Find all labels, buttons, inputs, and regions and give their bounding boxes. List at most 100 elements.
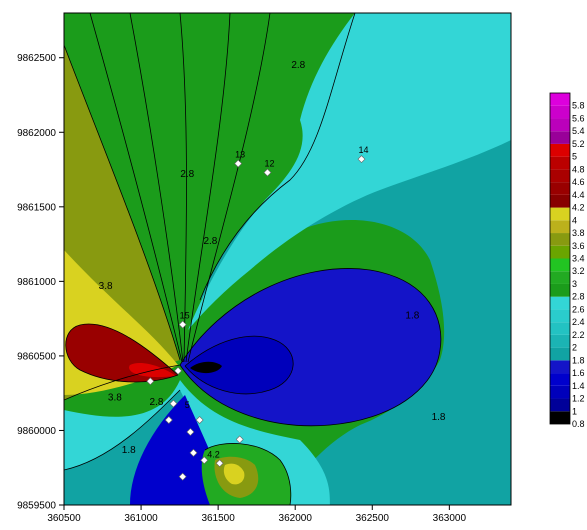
legend-swatch — [550, 245, 570, 259]
legend-swatch — [550, 143, 570, 157]
contour-lines — [64, 13, 442, 505]
legend-swatch — [550, 118, 570, 132]
legend-level-label: 5.8 — [572, 101, 585, 111]
legend-swatch — [550, 271, 570, 284]
sample-point-marker — [146, 377, 155, 386]
x-tick-label: 362500 — [356, 513, 390, 524]
y-tick-label: 9860000 — [17, 426, 56, 437]
sample-point-marker — [174, 366, 182, 375]
legend-level-label: 4.2 — [572, 203, 585, 213]
contour-region-4-south — [223, 463, 245, 485]
legend-swatch — [550, 322, 570, 335]
contour-region-1-2 — [185, 336, 294, 394]
legend-level-label: 1 — [572, 406, 577, 416]
contour-label: 3.8 — [108, 393, 122, 404]
legend-swatch — [550, 283, 570, 297]
sample-point-marker — [234, 159, 243, 168]
legend-level-label: 1.4 — [572, 381, 585, 391]
sample-point-label: 15 — [180, 311, 190, 321]
legend-swatch — [550, 309, 570, 323]
y-axis: 9859500 9860000 9860500 9861000 9861500 98620… — [17, 53, 64, 512]
contour-label: 1.8 — [432, 412, 446, 423]
legend-level-label: 3.2 — [572, 266, 585, 276]
legend-swatch — [550, 194, 570, 208]
legend-swatch — [550, 334, 570, 348]
legend-swatch — [550, 398, 570, 412]
legend-swatch — [550, 169, 570, 183]
legend-level-label: 4.4 — [572, 190, 585, 200]
contour-region-2-2 — [188, 13, 511, 330]
plot-frame — [63, 12, 512, 506]
legend-level-label: 3.4 — [572, 254, 585, 264]
legend-level-label: 1.6 — [572, 368, 585, 378]
legend-level-label: 2.6 — [572, 304, 585, 314]
legend-level-label: 5 — [572, 152, 577, 162]
extra-point-label: 4.2 — [207, 449, 220, 459]
sample-point-label: 12 — [264, 159, 274, 169]
legend-level-label: 5.2 — [572, 139, 585, 149]
legend-level-label: 3 — [572, 279, 577, 289]
contour-label: 2.8 — [180, 169, 194, 180]
legend-swatch — [550, 360, 570, 374]
y-tick-label: 9861000 — [17, 277, 56, 288]
x-tick-label: 361000 — [124, 513, 158, 524]
y-tick-label: 9860500 — [17, 351, 56, 362]
legend-level-label: 2.4 — [572, 317, 585, 327]
sample-point-marker — [178, 472, 187, 481]
contour-label: 2.8 — [150, 397, 164, 408]
extra-point-label: 5 — [185, 400, 190, 410]
sample-point-marker — [215, 459, 224, 468]
sample-point-label: 14 — [358, 145, 368, 155]
legend-level-label: 4.6 — [572, 177, 585, 187]
sample-point-marker — [357, 155, 366, 164]
legend-swatch — [550, 233, 570, 246]
legend-level-label: 3.8 — [572, 228, 585, 238]
legend-frame — [549, 92, 571, 425]
x-tick-label: 360500 — [47, 513, 81, 524]
sample-points: 13 12 14 15 — [146, 145, 368, 481]
legend-swatch — [550, 220, 570, 234]
legend-swatch — [550, 373, 570, 386]
y-tick-label: 9861500 — [17, 202, 56, 213]
legend-level-label: 2.2 — [572, 330, 585, 340]
sample-point-marker — [195, 416, 204, 424]
legend-swatch — [550, 131, 570, 144]
contour-label: 2.8 — [291, 60, 305, 71]
legend-swatch — [550, 93, 570, 106]
sample-point-marker — [178, 320, 187, 329]
sample-point-marker — [200, 456, 209, 465]
legend-level-label: 2.8 — [572, 292, 585, 302]
y-tick-label: 9859500 — [17, 501, 56, 512]
x-tick-label: 363000 — [433, 513, 467, 524]
legend-level-label: 5.6 — [572, 113, 585, 123]
sample-point-marker — [235, 435, 244, 444]
x-tick-label: 362000 — [279, 513, 313, 524]
legend-level-label: 1.8 — [572, 355, 585, 365]
legend-level-label: 4.8 — [572, 164, 585, 174]
contour-label: 1.8 — [405, 311, 419, 322]
contour-region-0-8 — [190, 361, 222, 374]
legend-swatch — [550, 347, 570, 361]
legend-level-label: 1.2 — [572, 394, 585, 404]
legend-level-label: 3.6 — [572, 241, 585, 251]
legend-level-label: 4 — [572, 215, 577, 225]
x-axis: 360500 361000 361500 362000 362500 363000 — [47, 505, 466, 524]
legend-swatch — [550, 105, 570, 119]
legend-swatch — [550, 182, 570, 195]
legend-swatch — [550, 156, 570, 170]
legend-swatch — [550, 207, 570, 221]
legend-swatch — [550, 385, 570, 399]
y-tick-label: 9862000 — [17, 128, 56, 139]
legend-level-label: 0.8 — [572, 419, 585, 429]
contour-label: 1.8 — [122, 445, 136, 456]
legend-swatch — [550, 411, 570, 424]
sample-point-marker — [164, 416, 173, 424]
contour-label: 3.8 — [99, 281, 113, 292]
legend-swatch — [550, 258, 570, 272]
sample-point-marker — [263, 168, 272, 177]
y-tick-label: 9862500 — [17, 53, 56, 64]
sample-point-marker — [189, 448, 198, 457]
contour-labels: 2.8 2.8 2.8 3.8 3.8 2.8 1.8 1.8 1.8 5 4.2 — [99, 60, 446, 459]
